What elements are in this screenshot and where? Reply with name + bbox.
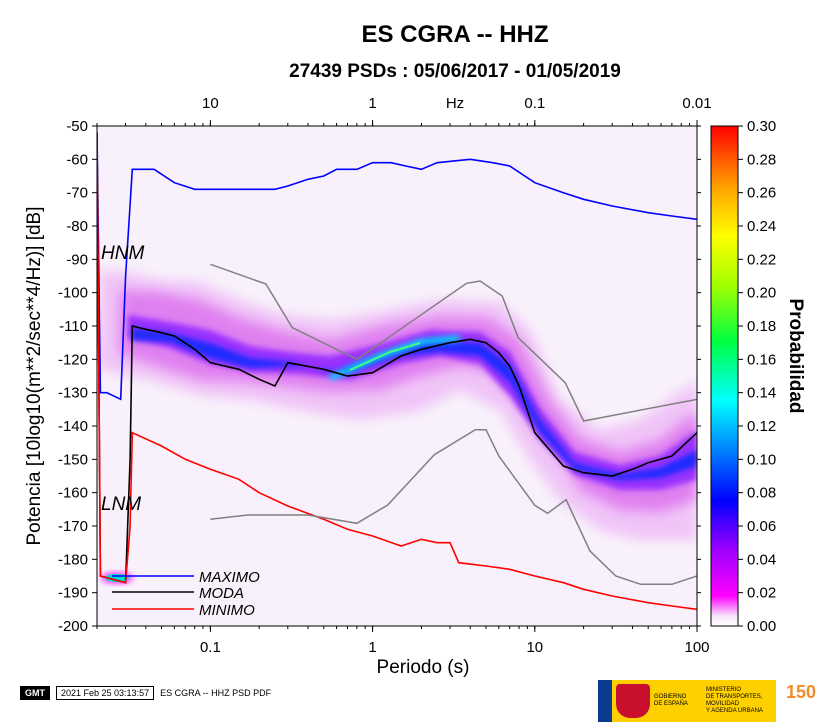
top-tick-label: 10 xyxy=(202,95,219,112)
colorbar-tick-label: 0.00 xyxy=(747,618,776,635)
density-core xyxy=(132,328,697,480)
legend: MAXIMO MODA MINIMO xyxy=(112,569,260,619)
colorbar-tick-label: 0.26 xyxy=(747,185,776,202)
chart-subtitle: 27439 PSDs : 05/06/2017 - 01/05/2019 xyxy=(289,61,621,82)
timestamp-text: 2021 Feb 25 03:13:57 xyxy=(56,686,155,700)
y-tick-label: -190 xyxy=(58,585,88,602)
legend-label-moda: MODA xyxy=(199,585,244,602)
y-tick-label: -170 xyxy=(58,518,88,535)
hnm-annotation: HNM xyxy=(101,243,144,264)
y-tick-label: -70 xyxy=(66,185,88,202)
chart-title: ES CGRA -- HHZ xyxy=(361,21,548,48)
y-tick-label: -150 xyxy=(58,451,88,468)
gobierno-text: GOBIERNO DE ESPAÑA xyxy=(654,694,688,707)
colorbar-tick-label: 0.12 xyxy=(747,418,776,435)
colorbar-tick-label: 0.20 xyxy=(747,285,776,302)
y-axis-label: Potencia [10log10(m**2/sec**4/Hz)] [dB] xyxy=(24,206,45,545)
gobierno-logo: GOBIERNO DE ESPAÑA MINISTERIO DE TRANSPORT… xyxy=(598,680,776,722)
y-tick-label: -200 xyxy=(58,618,88,635)
y-tick-label: -80 xyxy=(66,218,88,235)
coat-of-arms-icon xyxy=(616,684,650,718)
series-line-maximo xyxy=(97,132,697,401)
y-tick-label: -140 xyxy=(58,418,88,435)
gmt-logo: GMT xyxy=(20,686,50,700)
top-tick-label: 0.01 xyxy=(682,95,711,112)
file-label: ES CGRA -- HHZ PSD PDF xyxy=(160,688,272,698)
top-axis-label: Hz xyxy=(446,95,464,112)
colorbar-label: Probabilidad xyxy=(785,298,806,413)
y-tick-label: -60 xyxy=(66,151,88,168)
series-line-minimo xyxy=(97,132,697,611)
y-tick-label: -180 xyxy=(58,551,88,568)
colorbar-tick-label: 0.28 xyxy=(747,151,776,168)
colorbar-tick-label: 0.08 xyxy=(747,485,776,502)
colorbar xyxy=(710,125,739,627)
series-line-hnm xyxy=(210,263,697,422)
x-tick-label: 1 xyxy=(368,639,376,656)
series-line-moda xyxy=(97,132,697,584)
density-peak-center xyxy=(349,342,421,371)
y-tick-label: -100 xyxy=(58,285,88,302)
colorbar-tick-label: 0.02 xyxy=(747,585,776,602)
gmt-timestamp: GMT 2021 Feb 25 03:13:57 ES CGRA -- HHZ … xyxy=(20,686,271,700)
axes-layer: -50 -60 -70 -80 -90 -100 -110 -120 -130 -140 -150 -… xyxy=(58,95,712,656)
x-tick-label: 100 xyxy=(684,639,709,656)
y-tick-label: -90 xyxy=(66,251,88,268)
probability-density xyxy=(97,270,697,584)
colorbar-tick-label: 0.06 xyxy=(747,518,776,535)
lnm-annotation: LNM xyxy=(101,494,141,515)
colorbar-tick-label: 0.14 xyxy=(747,385,776,402)
colorbar-tick-label: 0.24 xyxy=(747,218,776,235)
colorbar-tick-label: 0.18 xyxy=(747,318,776,335)
y-tick-label: -130 xyxy=(58,385,88,402)
series-layer xyxy=(97,132,697,611)
y-tick-label: -160 xyxy=(58,485,88,502)
x-tick-label: 10 xyxy=(526,639,543,656)
legend-label-maximo: MAXIMO xyxy=(199,569,260,586)
colorbar-tick-label: 0.16 xyxy=(747,351,776,368)
footer: GMT 2021 Feb 25 03:13:57 ES CGRA -- HHZ … xyxy=(0,680,824,722)
series-line-lnm xyxy=(210,428,697,586)
colorbar-tick-label: 0.04 xyxy=(747,551,776,568)
density-outer xyxy=(120,290,697,512)
colorbar-ticks: 0.30 0.28 0.26 0.24 0.22 0.20 0.18 0.16 0.14 0.12… xyxy=(738,118,776,635)
y-tick-label: -120 xyxy=(58,351,88,368)
ign-fifty-icon: 150 xyxy=(785,682,817,702)
colorbar-tick-label: 0.30 xyxy=(747,118,776,135)
legend-label-minimo: MINIMO xyxy=(199,602,255,619)
psd-chart: ES CGRA -- HHZ 27439 PSDs : 05/06/2017 -… xyxy=(24,21,806,678)
x-axis-label: Periodo (s) xyxy=(377,657,470,678)
ministerio-text: MINISTERIO DE TRANSPORTES, MOVILIDAD Y AGE… xyxy=(706,687,763,714)
ign-anniversary-logo: 150 xyxy=(782,682,820,720)
y-tick-label: -110 xyxy=(59,318,88,335)
top-tick-label: 1 xyxy=(368,95,376,112)
eu-flag-icon xyxy=(598,680,612,722)
colorbar-tick-label: 0.10 xyxy=(747,451,776,468)
colorbar-tick-label: 0.22 xyxy=(747,251,776,268)
y-tick-label: -50 xyxy=(66,118,88,135)
top-tick-label: 0.1 xyxy=(524,95,545,112)
x-tick-label: 0.1 xyxy=(200,639,221,656)
plot-frame xyxy=(96,125,698,627)
